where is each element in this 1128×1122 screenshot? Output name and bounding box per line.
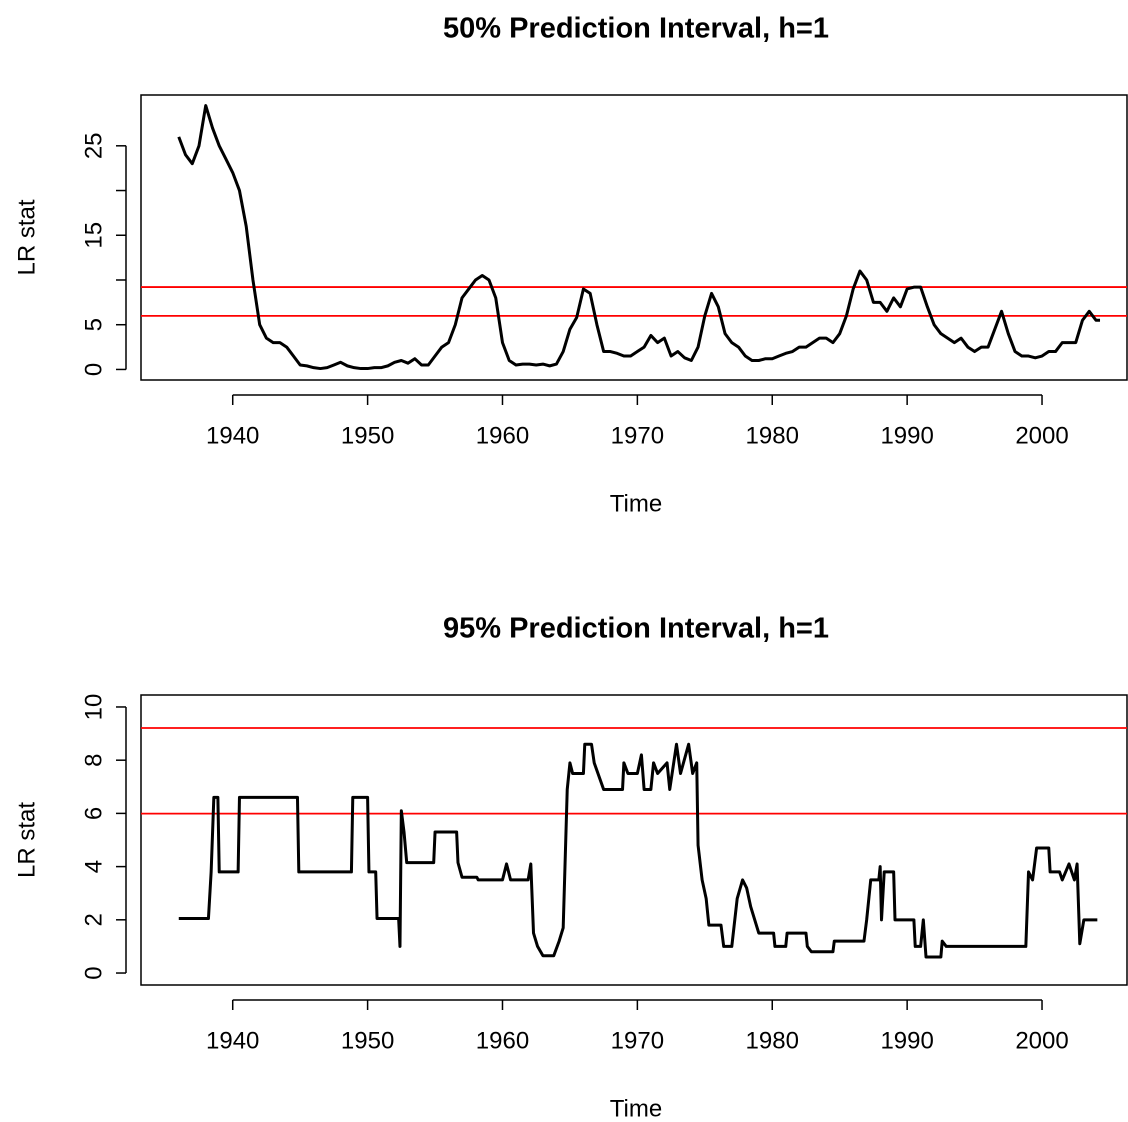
x-tick-label: 1940	[206, 1027, 259, 1054]
y-axis-title: LR stat	[13, 802, 40, 878]
series-line	[177, 104, 1101, 371]
x-tick-label: 1990	[880, 1027, 933, 1054]
x-tick-label: 1950	[341, 422, 394, 449]
y-tick-label: 2	[80, 913, 107, 926]
y-tick-label: 15	[80, 222, 107, 249]
y-tick-label: 25	[80, 132, 107, 159]
x-tick-label: 1970	[611, 1027, 664, 1054]
y-axis-title: LR stat	[13, 199, 40, 275]
y-tick-label: 8	[80, 754, 107, 767]
x-tick-label: 1980	[746, 422, 799, 449]
series-line	[178, 742, 1098, 959]
y-tick-label: 4	[80, 860, 107, 873]
plot-frame	[140, 94, 1128, 381]
y-tick-label: 0	[80, 966, 107, 979]
x-tick-label: 1950	[341, 1027, 394, 1054]
y-tick-label: 0	[80, 363, 107, 376]
x-tick-label: 1970	[611, 422, 664, 449]
x-axis-title: Time	[610, 1095, 662, 1122]
x-tick-label: 1990	[880, 422, 933, 449]
chart-title: 50% Prediction Interval, h=1	[443, 13, 829, 45]
y-tick-label: 6	[80, 807, 107, 820]
chart-title: 95% Prediction Interval, h=1	[443, 613, 829, 645]
y-tick-label: 5	[80, 318, 107, 331]
x-tick-label: 1980	[746, 1027, 799, 1054]
x-tick-label: 1940	[206, 422, 259, 449]
y-tick-label: 10	[80, 694, 107, 721]
x-tick-label: 2000	[1015, 422, 1068, 449]
x-tick-label: 1960	[476, 1027, 529, 1054]
plot-frame	[140, 694, 1128, 986]
x-tick-label: 2000	[1015, 1027, 1068, 1054]
x-axis-title: Time	[610, 490, 662, 517]
x-tick-label: 1960	[476, 422, 529, 449]
